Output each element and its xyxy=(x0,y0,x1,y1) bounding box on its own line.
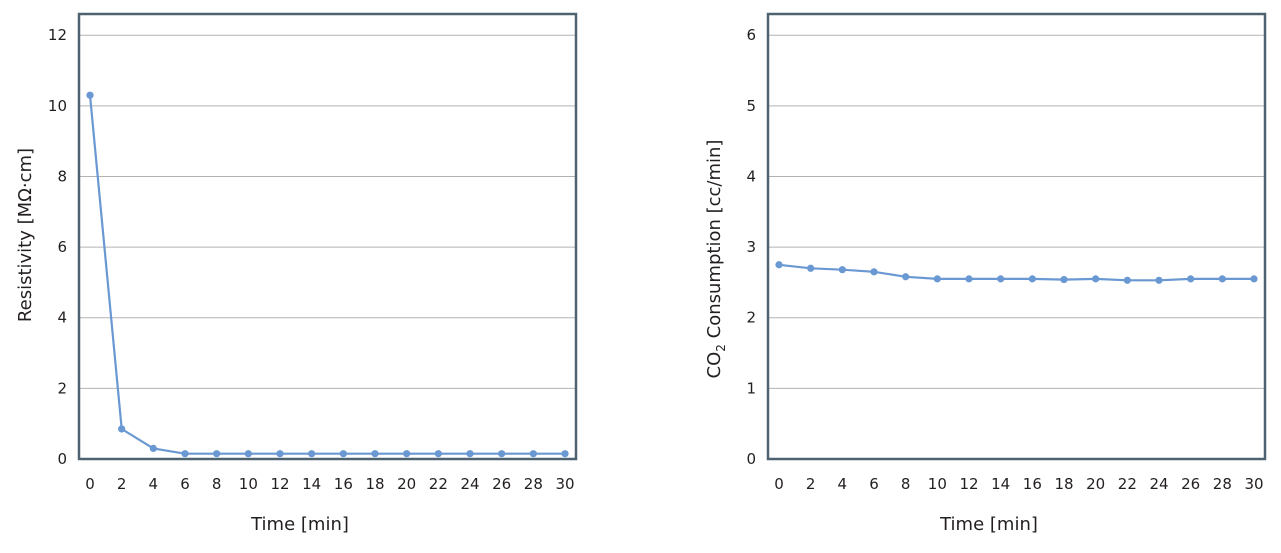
chart-1-plot-frame xyxy=(77,12,578,461)
chart-2-series-line xyxy=(778,263,1254,282)
resistivity-chart: Resistivity [MΩ·cm] Time [min] 024681012… xyxy=(15,12,578,535)
chart-2-x-tick-label: 16 xyxy=(1023,475,1042,493)
chart-2-y-tick-label: 4 xyxy=(746,167,756,185)
chart-2-ylabel-subscript: 2 xyxy=(714,344,728,352)
chart-2-y-tick-label: 5 xyxy=(746,97,756,115)
chart-1-x-tick-label: 6 xyxy=(180,475,190,493)
chart-1-data-point xyxy=(149,444,157,453)
chart-1-x-tick-label: 18 xyxy=(365,475,384,493)
chart-1-x-tick-label: 8 xyxy=(212,475,222,493)
chart-2-data-point xyxy=(1218,275,1226,283)
chart-2-data-point xyxy=(1123,276,1131,284)
chart-2-data-point xyxy=(1060,275,1068,284)
chart-2-data-point xyxy=(807,264,815,272)
chart-1-ylabel: Resistivity [MΩ·cm] xyxy=(15,148,36,322)
chart-1-xlabel: Time [min] xyxy=(250,514,349,535)
chart-1-x-tick-label: 20 xyxy=(397,475,416,493)
chart-2-data-point xyxy=(933,275,941,283)
chart-2-x-tick-label: 28 xyxy=(1213,475,1232,493)
chart-1-y-tick-label: 6 xyxy=(57,238,67,256)
chart-1-x-tick-label: 0 xyxy=(85,475,95,493)
chart-2-x-tick-label: 14 xyxy=(991,475,1010,493)
chart-1-x-tick-label: 10 xyxy=(239,475,258,493)
chart-1-y-tick-label: 4 xyxy=(57,309,67,327)
chart-2-x-tick-label: 2 xyxy=(806,475,816,493)
chart-2-y-tick-label: 0 xyxy=(746,450,756,468)
chart-1-data-point xyxy=(339,450,347,458)
chart-2-xlabel: Time [min] xyxy=(939,514,1038,535)
chart-2-data-point xyxy=(1187,275,1195,283)
chart-1-data-point xyxy=(181,450,189,458)
chart-1-x-tick-label: 12 xyxy=(270,475,289,493)
chart-1-x-tick-label: 2 xyxy=(117,475,127,493)
chart-1-data-point xyxy=(434,450,442,458)
chart-2-x-tick-label: 4 xyxy=(838,475,848,493)
chart-1-data-point xyxy=(466,450,474,458)
co2-consumption-chart: CO2 Consumption [cc/min] Time [min] 0123… xyxy=(704,12,1267,535)
chart-2-y-tick-label: 6 xyxy=(746,26,756,44)
chart-1-y-tick-label: 12 xyxy=(48,26,67,44)
chart-2-data-point xyxy=(1028,275,1036,283)
chart-1-data-point xyxy=(529,450,537,458)
chart-2-data-point xyxy=(1155,276,1163,284)
chart-2-data-point xyxy=(1250,275,1258,283)
chart-2-x-tick-label: 0 xyxy=(774,475,784,493)
chart-2-x-tick-label: 8 xyxy=(901,475,911,493)
chart-2-x-tick-label: 24 xyxy=(1149,475,1168,493)
chart-2-x-tick-label: 6 xyxy=(869,475,879,493)
chart-2-ylabel: CO2 Consumption [cc/min] xyxy=(704,140,728,379)
chart-2-ylabel-rest: Consumption [cc/min] xyxy=(704,140,725,345)
chart-2-data-point xyxy=(902,273,910,281)
chart-2-data-point xyxy=(965,275,973,283)
chart-1-data-point xyxy=(118,425,126,433)
chart-2-data-point xyxy=(870,268,878,276)
chart-1-data-point xyxy=(86,91,94,99)
chart-2-x-tick-label: 12 xyxy=(959,475,978,493)
chart-1-data-point xyxy=(403,450,411,458)
chart-2-x-tick-label: 18 xyxy=(1054,475,1073,493)
chart-1-y-tick-label: 8 xyxy=(57,167,67,185)
chart-1-data-point xyxy=(498,450,506,458)
chart-1-x-tick-label: 28 xyxy=(524,475,543,493)
chart-1-data-point xyxy=(213,450,221,458)
chart-1-y-tick-label: 2 xyxy=(57,379,67,397)
chart-2-y-tick-label: 3 xyxy=(746,238,756,256)
chart-2-data-point xyxy=(838,266,846,274)
chart-1-x-tick-label: 24 xyxy=(460,475,479,493)
chart-2-x-tick-label: 22 xyxy=(1118,475,1137,493)
chart-2-y-tick-label: 1 xyxy=(746,379,756,397)
chart-2-data-point xyxy=(1092,275,1100,283)
chart-2-x-tick-label: 30 xyxy=(1244,475,1263,493)
chart-2-y-tick-label: 2 xyxy=(746,309,756,327)
chart-2-plot-frame xyxy=(766,12,1267,461)
chart-1-y-tick-label: 10 xyxy=(48,97,67,115)
chart-1-x-tick-label: 30 xyxy=(555,475,574,493)
chart-1-data-point xyxy=(276,450,284,458)
chart-2-data-point xyxy=(997,275,1005,283)
chart-1-data-point xyxy=(371,450,379,458)
chart-2-ylabel-co: CO xyxy=(704,352,725,379)
chart-1-x-tick-label: 16 xyxy=(334,475,353,493)
chart-2-x-tick-label: 20 xyxy=(1086,475,1105,493)
chart-1-data-point xyxy=(244,450,252,458)
chart-2-x-tick-label: 26 xyxy=(1181,475,1200,493)
chart-1-data-point xyxy=(308,450,316,458)
chart-1-x-tick-label: 22 xyxy=(429,475,448,493)
chart-2-x-tick-label: 10 xyxy=(928,475,947,493)
chart-1-series-line xyxy=(88,95,565,455)
chart-1-x-tick-label: 14 xyxy=(302,475,321,493)
chart-1-data-point xyxy=(561,450,569,458)
chart-1-x-tick-label: 26 xyxy=(492,475,511,493)
chart-1-y-tick-label: 0 xyxy=(57,450,67,468)
chart-2-data-point xyxy=(775,261,783,269)
chart-1-x-tick-label: 4 xyxy=(149,475,159,493)
